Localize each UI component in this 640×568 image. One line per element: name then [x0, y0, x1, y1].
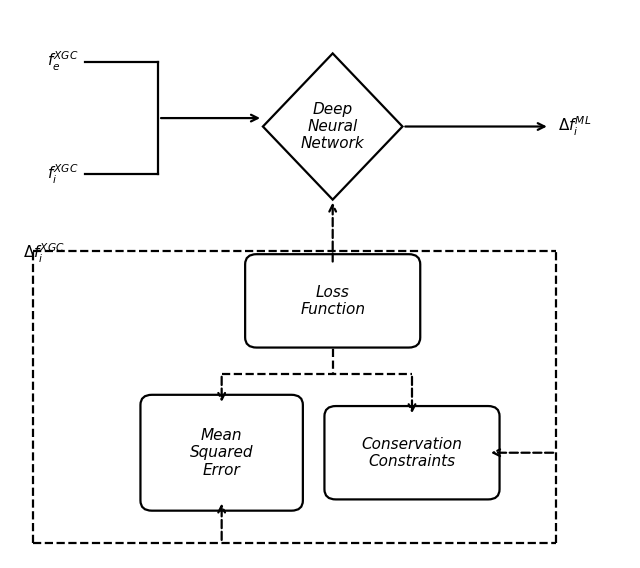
FancyBboxPatch shape	[324, 406, 500, 499]
Text: Mean
Squared
Error: Mean Squared Error	[190, 428, 253, 478]
FancyBboxPatch shape	[245, 254, 420, 348]
Text: $\Delta f_i^{ML}$: $\Delta f_i^{ML}$	[558, 115, 591, 138]
Text: Conservation
Constraints: Conservation Constraints	[362, 437, 463, 469]
Text: Loss
Function: Loss Function	[300, 285, 365, 317]
Text: Deep
Neural
Network: Deep Neural Network	[301, 102, 365, 152]
FancyBboxPatch shape	[140, 395, 303, 511]
Polygon shape	[263, 53, 403, 199]
Text: $f_i^{XGC}$: $f_i^{XGC}$	[47, 162, 79, 186]
Text: $\Delta f_i^{XGC}$: $\Delta f_i^{XGC}$	[23, 241, 65, 265]
Text: $f_e^{XGC}$: $f_e^{XGC}$	[47, 50, 79, 73]
